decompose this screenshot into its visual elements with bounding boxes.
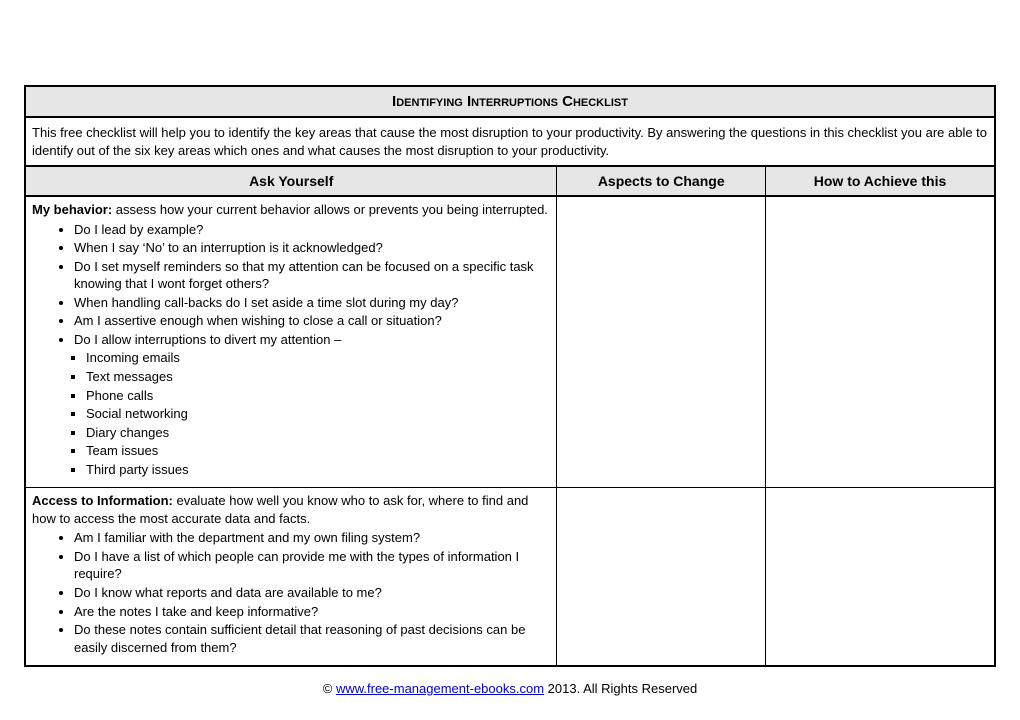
list-item: Do I set myself reminders so that my att… bbox=[74, 258, 550, 294]
list-item: Phone calls bbox=[86, 387, 550, 406]
list-item: When I say ‘No’ to an interruption is it… bbox=[74, 239, 550, 258]
list-item: Do I have a list of which people can pro… bbox=[74, 548, 550, 584]
aspects-cell bbox=[557, 488, 766, 666]
column-header-how: How to Achieve this bbox=[766, 166, 995, 196]
list-item: Am I assertive enough when wishing to cl… bbox=[74, 312, 550, 331]
bullet-list: Am I familiar with the department and my… bbox=[32, 529, 550, 657]
section-lead: Access to Information: bbox=[32, 493, 173, 508]
how-cell bbox=[766, 196, 995, 488]
list-item: Diary changes bbox=[86, 424, 550, 443]
section-access: Access to Information: evaluate how well… bbox=[25, 488, 557, 666]
list-item: Do I know what reports and data are avai… bbox=[74, 584, 550, 603]
column-header-ask: Ask Yourself bbox=[25, 166, 557, 196]
list-item: Do these notes contain sufficient detail… bbox=[74, 621, 550, 657]
list-item: Am I familiar with the department and my… bbox=[74, 529, 550, 548]
copyright-symbol: © bbox=[323, 681, 336, 696]
document-page: Identifying Interruptions Checklist This… bbox=[0, 0, 1020, 720]
list-item: Do I lead by example? bbox=[74, 221, 550, 240]
table-description: This free checklist will help you to ide… bbox=[25, 117, 995, 166]
aspects-cell bbox=[557, 196, 766, 488]
list-item: Are the notes I take and keep informativ… bbox=[74, 603, 550, 622]
footer-link[interactable]: www.free-management-ebooks.com bbox=[336, 681, 544, 696]
list-item: Text messages bbox=[86, 368, 550, 387]
list-item: When handling call-backs do I set aside … bbox=[74, 294, 550, 313]
list-item: Incoming emails bbox=[86, 349, 550, 368]
section-lead: My behavior: bbox=[32, 202, 112, 217]
section-behavior: My behavior: assess how your current beh… bbox=[25, 196, 557, 488]
checklist-table: Identifying Interruptions Checklist This… bbox=[24, 85, 996, 667]
page-footer: © www.free-management-ebooks.com 2013. A… bbox=[24, 681, 996, 696]
how-cell bbox=[766, 488, 995, 666]
table-row: Access to Information: evaluate how well… bbox=[25, 488, 995, 666]
list-item: Third party issues bbox=[86, 461, 550, 480]
column-header-aspects: Aspects to Change bbox=[557, 166, 766, 196]
footer-rest: 2013. All Rights Reserved bbox=[544, 681, 697, 696]
sub-list: Incoming emails Text messages Phone call… bbox=[32, 349, 550, 479]
section-lead-rest: assess how your current behavior allows … bbox=[112, 202, 548, 217]
list-item: Do I allow interruptions to divert my at… bbox=[74, 331, 550, 350]
table-row: My behavior: assess how your current beh… bbox=[25, 196, 995, 488]
list-item: Social networking bbox=[86, 405, 550, 424]
bullet-list: Do I lead by example? When I say ‘No’ to… bbox=[32, 221, 550, 350]
list-item: Team issues bbox=[86, 442, 550, 461]
table-title: Identifying Interruptions Checklist bbox=[25, 86, 995, 117]
